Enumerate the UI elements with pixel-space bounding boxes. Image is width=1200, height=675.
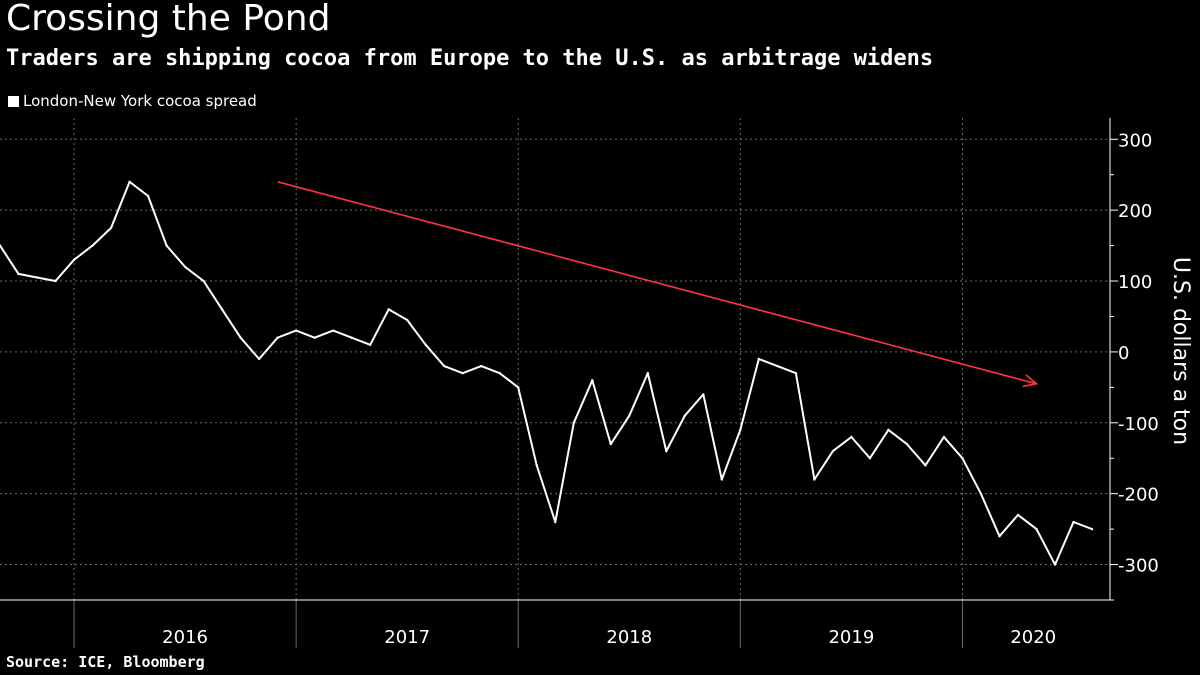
data-point [646, 371, 649, 375]
y-tick-label: 200 [1118, 201, 1152, 222]
data-point [979, 492, 983, 495]
data-point [924, 464, 927, 467]
legend: London-New York cocoa spread [8, 92, 257, 110]
data-point [165, 244, 168, 247]
data-point [831, 449, 835, 453]
data-point [1072, 520, 1075, 524]
data-point [128, 180, 131, 183]
data-point [480, 364, 483, 368]
grid [0, 118, 1110, 600]
data-point [1035, 527, 1038, 531]
legend-swatch [8, 95, 19, 107]
tick-labels: 300 200 100 0 -100 -200 -300 2016 2017 2018 2019 20… [162, 130, 1193, 648]
data-point [757, 357, 761, 361]
trend-arrow-line [277, 181, 1037, 385]
data-point [54, 279, 57, 283]
data-point [998, 535, 1001, 538]
data-point [498, 371, 501, 375]
x-tick-label: 2016 [162, 627, 208, 648]
data-point [294, 329, 298, 332]
data-point [350, 336, 353, 339]
data-point [146, 194, 150, 198]
data-point [683, 414, 687, 417]
y-tick-label: 100 [1118, 272, 1152, 293]
source-note: Source: ICE, Bloomberg [6, 653, 205, 671]
data-point [368, 343, 372, 347]
data-point [554, 520, 557, 524]
data-point [220, 308, 224, 311]
data-point [91, 244, 94, 247]
legend-label: London-New York cocoa spread [23, 92, 257, 110]
data-point [942, 435, 946, 439]
data-point [905, 442, 909, 446]
annotations [277, 181, 1039, 388]
axes [0, 118, 1118, 648]
x-tick-label: 2020 [1010, 627, 1056, 648]
data-point [183, 265, 187, 269]
data-point [794, 371, 798, 375]
y-tick-label: -300 [1118, 556, 1159, 577]
trend-arrow-head [1022, 374, 1039, 388]
data-point [461, 371, 464, 375]
x-tick-label: 2019 [828, 627, 874, 648]
data-point [239, 336, 242, 339]
data-point [961, 457, 964, 460]
y-tick-label: 0 [1118, 343, 1129, 364]
data-point [17, 272, 20, 276]
data-point [628, 414, 631, 417]
y-tick-label: -100 [1118, 414, 1159, 435]
data-point [276, 336, 279, 339]
data-point [1016, 513, 1020, 517]
data-point [1090, 527, 1094, 531]
x-tick-label: 2017 [384, 627, 430, 648]
data-point [313, 336, 316, 339]
y-tick-label: -200 [1118, 485, 1159, 506]
data-point [572, 421, 575, 424]
data-point [109, 226, 113, 230]
data-point [424, 343, 427, 347]
data-point [35, 276, 39, 279]
data-point [202, 279, 205, 283]
data-point [702, 393, 705, 396]
y-axis-label: U.S. dollars a ton [1168, 257, 1193, 445]
data-point [443, 364, 446, 368]
chart-title: Crossing the Pond [6, 0, 331, 39]
data-point [517, 386, 520, 389]
data-point [739, 428, 742, 432]
data-point [591, 379, 594, 382]
chart-subtitle: Traders are shipping cocoa from Europe t… [6, 46, 934, 71]
data-point [813, 478, 816, 481]
data-point [72, 258, 76, 261]
data-point [609, 442, 612, 446]
data-point [535, 464, 538, 467]
series-line [0, 180, 1093, 566]
data-point [405, 318, 409, 322]
data-point [776, 364, 779, 368]
data-point [387, 308, 390, 311]
data-point [868, 457, 872, 460]
data-point [720, 478, 724, 481]
y-tick-label: 300 [1118, 130, 1152, 151]
data-point [665, 449, 668, 453]
data-point [887, 428, 890, 432]
data-point [257, 357, 261, 361]
data-point [331, 329, 335, 332]
data-point [850, 435, 853, 439]
x-tick-label: 2018 [606, 627, 652, 648]
data-point [0, 244, 2, 247]
series [0, 180, 1094, 566]
data-point [1053, 563, 1057, 566]
